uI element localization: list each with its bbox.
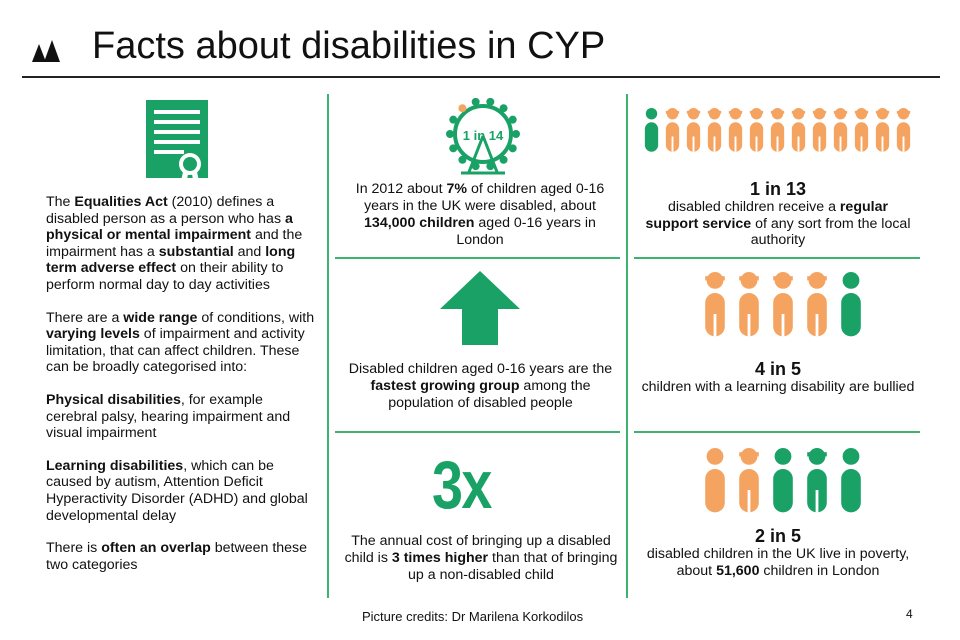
person-icon: [841, 448, 861, 513]
person-icon: [770, 108, 785, 152]
person-icon: [896, 108, 911, 152]
page-number: 4: [906, 607, 913, 621]
person-icon: [705, 448, 725, 513]
person-icon: [749, 108, 764, 152]
definition-paragraph: The Equalities Act (2010) defines a disa…: [46, 194, 303, 293]
person-icon: [739, 272, 759, 337]
slide-header: Facts about disabilities in CYP: [22, 18, 940, 78]
column-divider: [327, 94, 329, 598]
person-icon: [854, 108, 869, 152]
person-icon: [705, 272, 725, 337]
people-row-1-in-13: [644, 108, 911, 152]
overlap-paragraph: There is often an overlap between these …: [46, 540, 308, 573]
people-row-2-in-5: [705, 448, 861, 513]
person-icon: [728, 108, 743, 152]
person-icon: [833, 108, 848, 152]
bullying-stat-ratio: 4 in 5: [754, 359, 802, 379]
range-paragraph: There are a wide range of conditions, wi…: [46, 309, 315, 376]
people-row-4-in-5: [705, 272, 861, 337]
person-icon: [686, 108, 701, 152]
support-stat: 1 in 13 disabled children receive a regu…: [640, 179, 916, 249]
person-icon: [739, 448, 759, 513]
person-icon: [812, 108, 827, 152]
up-arrow-icon: [440, 271, 520, 345]
bullying-stat-text: children with a learning disability are …: [641, 379, 915, 395]
row-divider: [335, 431, 620, 433]
person-icon: [665, 108, 680, 152]
poverty-stat-text: disabled children in the UK live in pove…: [646, 546, 910, 579]
wheel-label: 1 in 14: [463, 128, 504, 143]
row-divider: [634, 431, 920, 433]
person-icon: [773, 448, 793, 513]
logo-icon: [32, 40, 60, 62]
row-divider: [634, 257, 920, 259]
stat-percent-text: In 2012 about 7% of children aged 0-16 y…: [355, 181, 605, 248]
cost-stat-text: The annual cost of bringing up a disable…: [344, 533, 618, 583]
three-times-graphic: 3x: [432, 447, 492, 523]
poverty-stat-ratio: 2 in 5: [754, 526, 802, 546]
person-icon: [773, 272, 793, 337]
person-icon: [807, 272, 827, 337]
growth-stat-text: Disabled children aged 0-16 years are th…: [348, 361, 613, 411]
learning-paragraph: Learning disabilities, which can be caus…: [46, 457, 308, 524]
row-divider: [335, 257, 620, 259]
person-icon: [707, 108, 722, 152]
person-icon: [841, 272, 861, 337]
ferris-wheel-icon: 1 in 14: [446, 97, 520, 175]
person-icon: [644, 108, 659, 152]
physical-paragraph: Physical disabilities, for example cereb…: [46, 391, 291, 442]
picture-credits: Picture credits: Dr Marilena Korkodilos: [362, 609, 584, 624]
page-title: Facts about disabilities in CYP: [92, 25, 606, 67]
bullying-stat: 4 in 5 children with a learning disabili…: [640, 359, 916, 396]
person-icon: [807, 448, 827, 513]
person-icon: [875, 108, 890, 152]
certificate-icon: [146, 100, 208, 190]
column-divider: [626, 94, 628, 598]
person-icon: [791, 108, 806, 152]
support-stat-text: disabled children receive a regular supp…: [645, 199, 911, 248]
poverty-stat: 2 in 5 disabled children in the UK live …: [640, 526, 916, 579]
support-stat-ratio: 1 in 13: [749, 179, 807, 199]
